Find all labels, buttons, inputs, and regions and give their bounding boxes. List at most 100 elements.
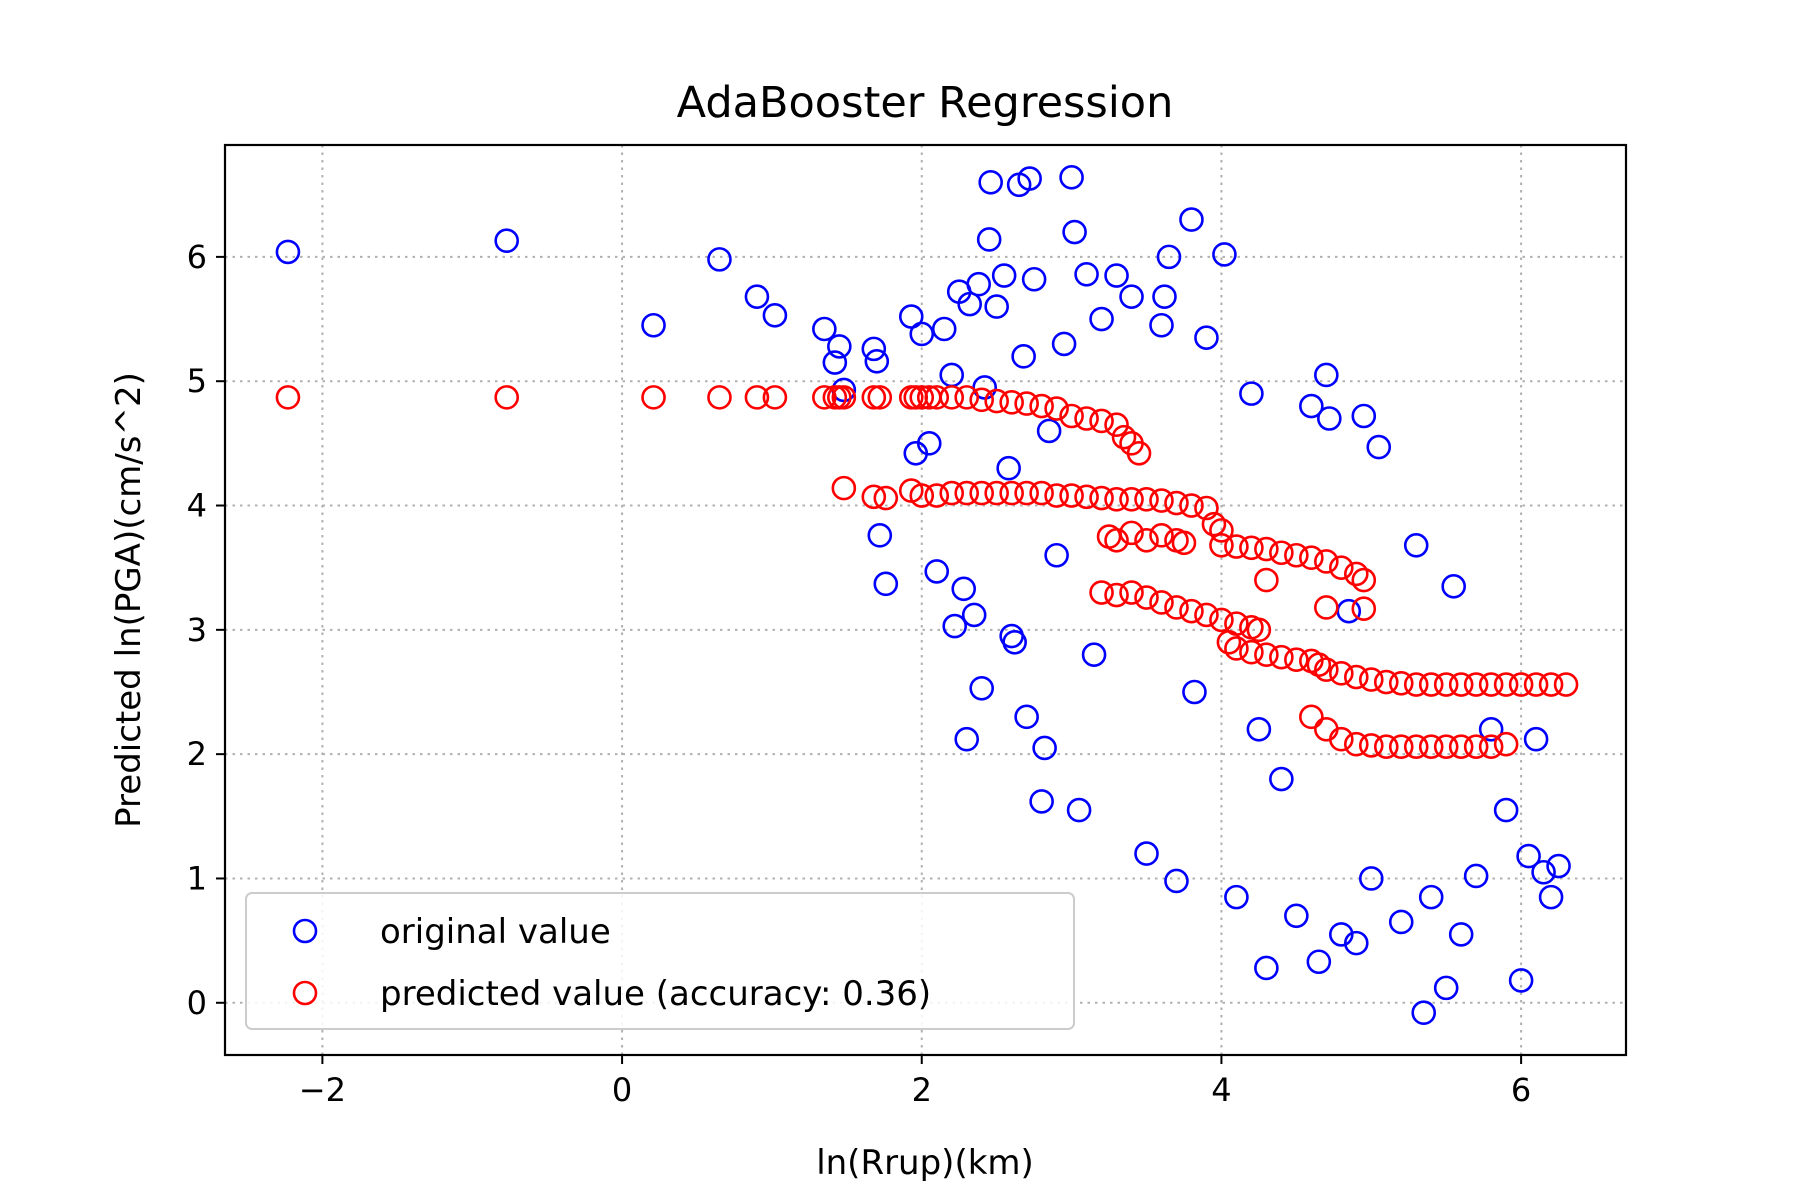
data-point <box>1149 523 1174 548</box>
data-point <box>1329 922 1354 947</box>
data-point <box>1239 381 1264 406</box>
data-point <box>867 385 893 410</box>
data-point <box>275 239 301 265</box>
data-point <box>1388 670 1414 696</box>
data-point <box>1441 574 1466 599</box>
data-point <box>996 455 1021 481</box>
data-point <box>1224 636 1249 661</box>
data-point <box>1104 582 1129 608</box>
data-point <box>822 350 848 375</box>
data-point <box>1254 642 1279 667</box>
data-point <box>1044 483 1069 508</box>
data-point <box>976 227 1002 252</box>
data-point <box>957 291 983 317</box>
data-point <box>1299 704 1324 730</box>
data-point <box>1478 716 1504 742</box>
data-points <box>275 165 1579 1026</box>
data-point <box>924 559 950 584</box>
data-point <box>1179 493 1204 518</box>
data-point <box>1216 629 1242 655</box>
data-point <box>1134 585 1159 610</box>
data-point <box>1029 789 1054 814</box>
data-point <box>1014 704 1039 730</box>
x-tick-label: 6 <box>1511 1071 1531 1109</box>
data-point <box>641 385 666 410</box>
data-point <box>1269 766 1294 792</box>
data-point <box>861 385 887 410</box>
data-point <box>1546 853 1571 879</box>
data-point <box>1418 734 1444 759</box>
data-point <box>1212 242 1237 267</box>
data-point <box>1126 441 1152 466</box>
data-point <box>762 303 788 328</box>
data-point <box>1284 647 1309 672</box>
data-point <box>1134 528 1159 553</box>
series-original-value <box>275 165 1571 1026</box>
data-point <box>1051 331 1077 357</box>
data-point <box>1066 797 1092 823</box>
data-point <box>873 571 899 597</box>
data-point <box>1156 244 1182 270</box>
data-point <box>1388 909 1414 935</box>
data-point <box>1254 955 1279 981</box>
data-point <box>1032 735 1057 761</box>
data-point <box>827 334 852 359</box>
y-tick-label: 4 <box>187 487 207 525</box>
x-tick-label: 0 <box>612 1071 632 1109</box>
data-point <box>1553 672 1579 697</box>
data-point <box>1081 642 1107 667</box>
data-point <box>641 312 666 338</box>
data-point <box>969 387 994 413</box>
data-point <box>1059 403 1084 429</box>
data-point <box>1014 480 1039 506</box>
data-point <box>1002 629 1027 655</box>
data-point <box>1538 672 1564 697</box>
data-point <box>1493 797 1519 823</box>
data-point <box>954 726 980 752</box>
data-point <box>1104 263 1129 288</box>
legend-box <box>245 892 1075 1030</box>
data-point <box>966 271 991 297</box>
data-point <box>1239 535 1264 561</box>
data-point <box>1329 661 1354 686</box>
data-point <box>1179 598 1204 624</box>
data-point <box>1433 975 1459 1001</box>
y-tick-label: 1 <box>187 859 207 897</box>
data-point <box>1209 518 1234 543</box>
data-point <box>954 480 980 506</box>
data-point <box>969 675 994 701</box>
data-point <box>1059 165 1084 190</box>
data-point <box>494 228 519 254</box>
data-point <box>1463 863 1489 889</box>
data-point <box>961 602 987 628</box>
data-point <box>931 316 957 342</box>
data-point <box>1403 734 1429 759</box>
data-point <box>1089 580 1114 605</box>
data-point <box>1351 567 1377 593</box>
data-point <box>1343 561 1369 587</box>
data-point <box>999 390 1024 415</box>
data-point <box>1239 639 1264 665</box>
data-point <box>1044 396 1069 421</box>
data-point <box>861 484 887 510</box>
data-point <box>1448 672 1474 697</box>
data-point <box>1463 672 1489 697</box>
legend-marker-original <box>292 918 318 944</box>
data-point <box>1329 726 1354 752</box>
data-point <box>1366 434 1392 460</box>
data-point <box>978 169 1003 195</box>
data-point <box>812 316 837 342</box>
data-point <box>1209 607 1234 633</box>
data-point <box>1373 669 1399 695</box>
data-point <box>1478 672 1504 697</box>
data-point <box>909 321 935 347</box>
x-axis-label: ln(Rrup)(km) <box>816 1143 1034 1183</box>
data-point <box>1358 866 1384 891</box>
data-point <box>1254 536 1279 562</box>
x-tick-label: 2 <box>912 1071 932 1109</box>
data-point <box>909 483 935 508</box>
data-point <box>1149 590 1174 615</box>
data-point <box>984 294 1009 319</box>
data-point <box>1074 261 1099 287</box>
